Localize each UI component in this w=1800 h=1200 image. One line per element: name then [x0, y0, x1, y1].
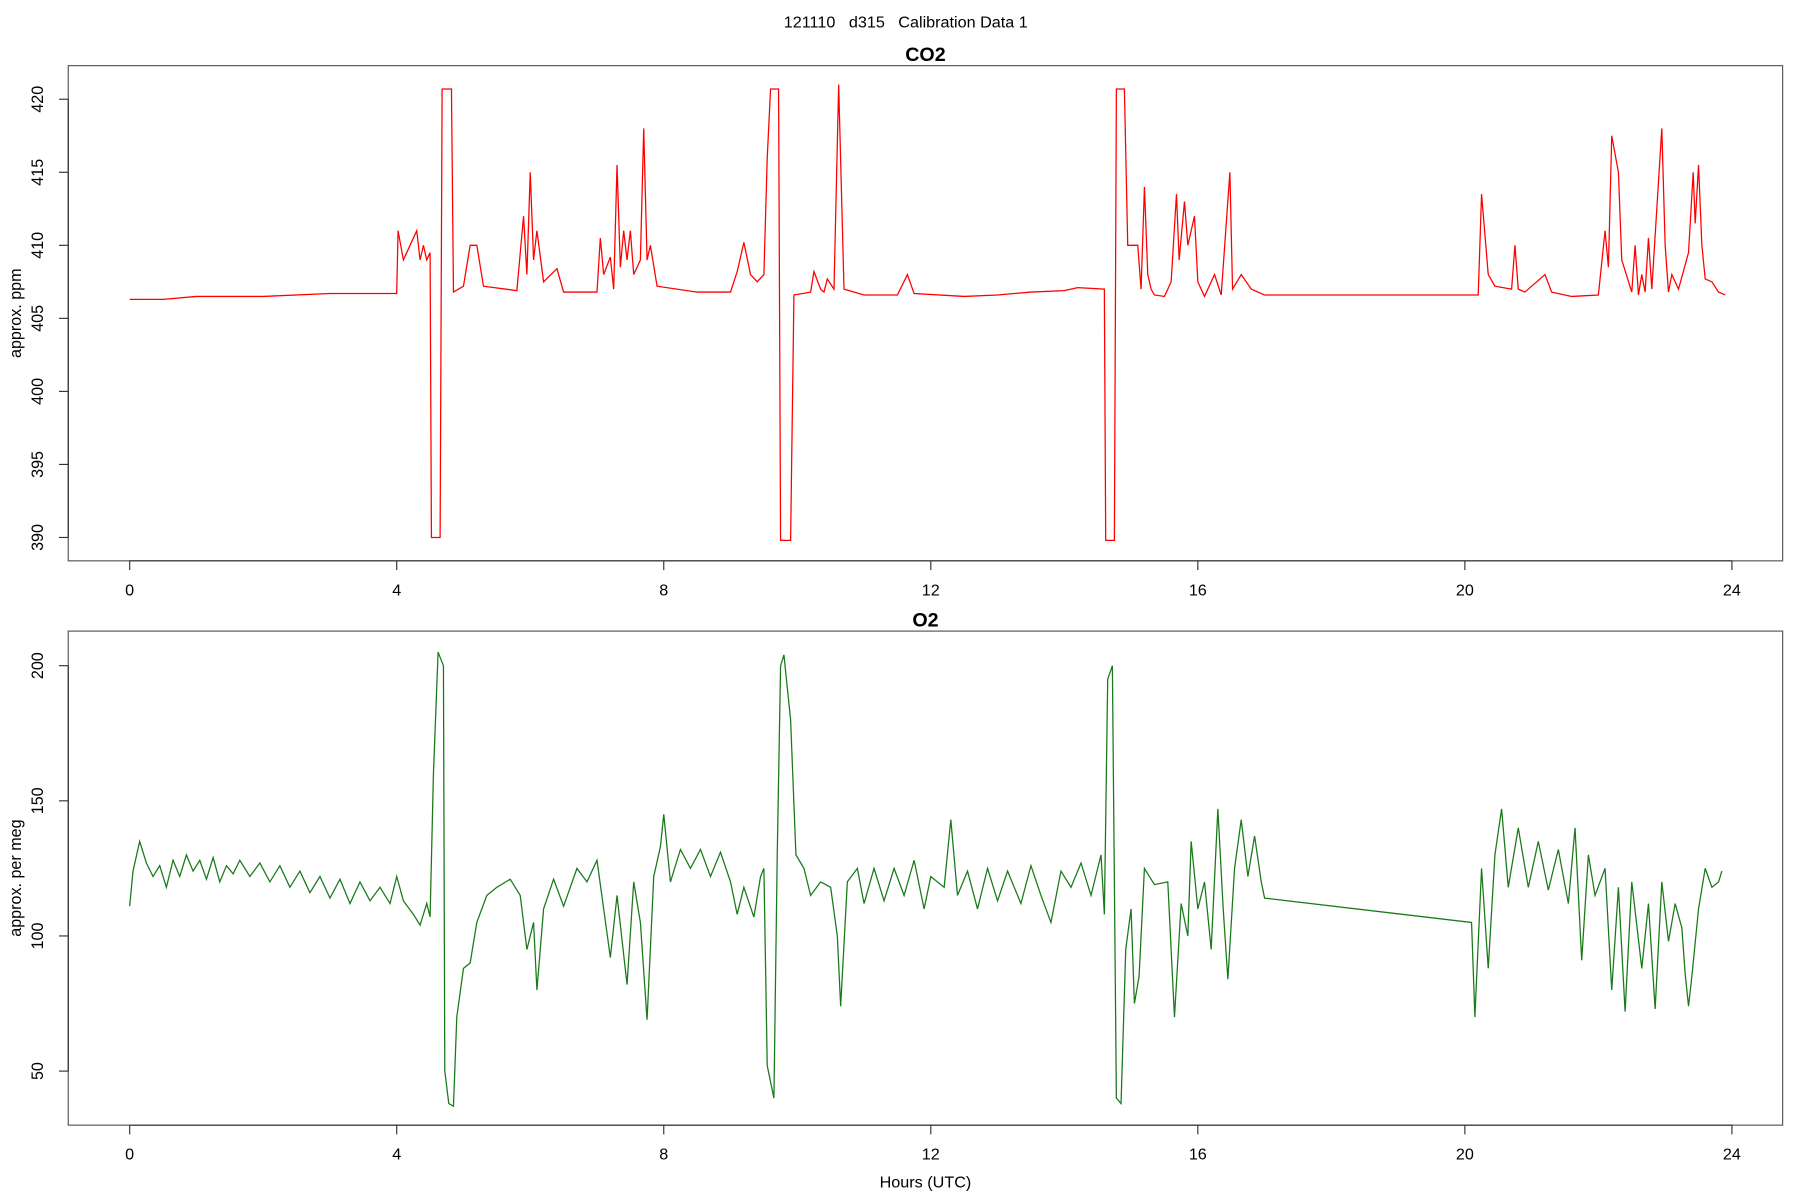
y-tick-label: 100: [29, 923, 47, 950]
x-tick-label: 16: [1189, 581, 1207, 599]
data-line: [129, 84, 1726, 542]
x-tick-label: 24: [1723, 1146, 1741, 1164]
x-tick-label: 24: [1723, 581, 1741, 599]
figure-title: 121110 d315 Calibration Data 1: [784, 14, 1028, 32]
x-tick-label: 4: [392, 581, 401, 599]
y-tick-label: 200: [29, 652, 47, 679]
y-tick-label: 410: [29, 232, 47, 259]
y-tick-label: 150: [29, 787, 47, 814]
y-tick-label: 50: [29, 1062, 47, 1080]
data-line: [129, 651, 1723, 1108]
y-tick-label: 420: [29, 86, 47, 113]
y-tick-label: 390: [29, 524, 47, 551]
x-tick-label: 8: [659, 1146, 668, 1164]
x-tick-label: 20: [1456, 1146, 1474, 1164]
x-axis-label: Hours (UTC): [880, 1173, 972, 1191]
x-tick-label: 12: [922, 1146, 940, 1164]
x-tick-label: 16: [1189, 1146, 1207, 1164]
y-tick-label: 405: [29, 305, 47, 332]
x-tick-label: 4: [392, 1146, 401, 1164]
y-tick-label: 415: [29, 159, 47, 186]
y-axis-label: approx. ppm: [7, 268, 25, 358]
y-tick-label: 400: [29, 378, 47, 405]
y-axis-label: approx. per meg: [7, 819, 25, 936]
plot-title: O2: [912, 610, 938, 632]
x-tick-label: 8: [659, 581, 668, 599]
x-tick-label: 0: [125, 1146, 134, 1164]
plot-title: CO2: [905, 44, 946, 66]
x-tick-label: 20: [1456, 581, 1474, 599]
y-tick-label: 395: [29, 451, 47, 478]
x-tick-label: 12: [922, 581, 940, 599]
x-tick-label: 0: [125, 581, 134, 599]
